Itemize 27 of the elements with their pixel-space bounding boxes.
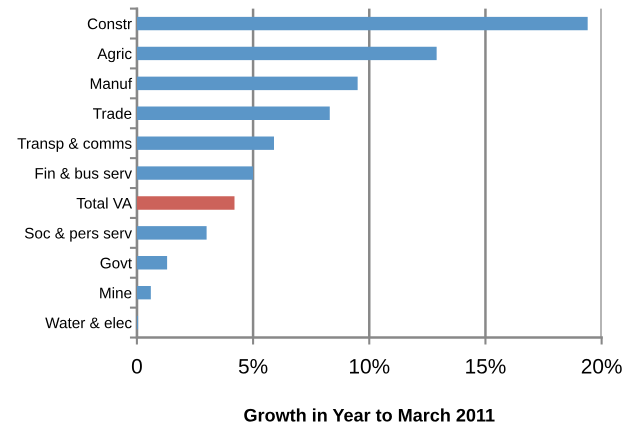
y-tick-label: Total VA xyxy=(76,197,132,209)
bar xyxy=(136,166,254,180)
y-tick-label: Agric xyxy=(97,48,132,62)
bar xyxy=(136,46,437,60)
y-tick-label: Mine xyxy=(100,287,132,298)
bar xyxy=(136,16,588,30)
y-tick-label: Transp & comms xyxy=(18,138,132,152)
bar xyxy=(136,256,168,270)
x-tick-label: 5% xyxy=(238,359,268,374)
bar xyxy=(136,76,358,90)
y-tick-label: Water & elec xyxy=(45,317,132,328)
x-axis-title: Growth in Year to March 2011 xyxy=(244,408,495,422)
bar xyxy=(136,106,330,120)
x-tick-label: 0 xyxy=(132,358,142,374)
y-tick-label: Trade xyxy=(93,108,132,119)
bar xyxy=(136,286,151,300)
x-tick-label: 10% xyxy=(350,358,390,374)
y-tick-label: Constr xyxy=(88,18,132,30)
bar xyxy=(136,226,207,240)
y-tick-label: Soc & pers serv xyxy=(24,228,132,242)
y-tick-label: Fin & bus serv xyxy=(36,168,132,179)
y-tick-label: Govt xyxy=(100,258,132,268)
y-tick-label: Manuf xyxy=(90,78,132,90)
x-tick-label: 15% xyxy=(466,359,506,374)
x-tick-label: 20% xyxy=(582,358,622,374)
bar xyxy=(136,196,234,210)
bar xyxy=(136,136,274,150)
